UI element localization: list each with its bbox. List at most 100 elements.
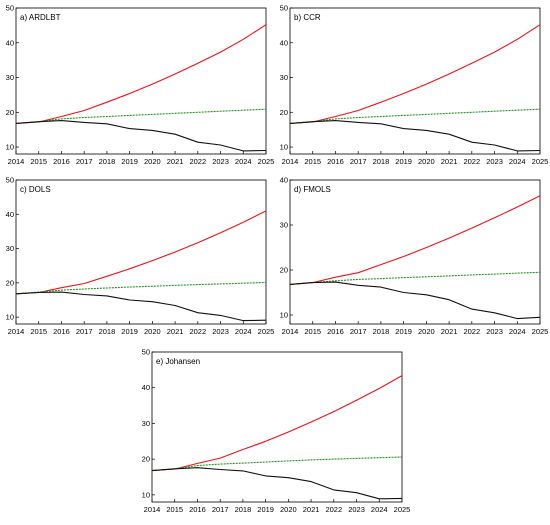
x-tick-label: 2014 [8,327,25,336]
green-forecast-line [151,456,403,472]
x-tick-label: 2017 [212,505,229,514]
x-tick-label: 2017 [76,327,93,336]
black-forecast-line [15,120,267,152]
x-tick-label: 2018 [99,327,116,336]
x-tick-label: 2015 [166,505,183,514]
y-tick-label: 40 [6,38,14,47]
x-tick-label: 2023 [486,157,503,166]
x-tick-label: 2021 [303,505,320,514]
y-tick-label: 30 [6,244,14,253]
x-tick-label: 2021 [441,157,458,166]
x-tick-label: 2022 [189,157,206,166]
y-tick-label: 30 [280,221,288,230]
panel-title-dols: c) DOLS [20,185,51,194]
y-tick-label: 20 [6,278,14,287]
x-tick-label: 2023 [486,327,503,336]
x-tick-label: 2020 [280,505,297,514]
panel-title-fmols: d) FMOLS [294,185,331,194]
y-tick-label: 20 [142,455,150,464]
x-tick-label: 2014 [144,505,161,514]
green-forecast-line [15,108,267,124]
x-tick-label: 2019 [121,157,138,166]
x-tick-label: 2016 [327,327,344,336]
y-tick-label: 20 [280,108,288,117]
y-tick-label: 30 [280,73,288,82]
x-tick-label: 2022 [463,157,480,166]
chart-panel-ardlbt: 10 20 30 40 50 2014 2015 2016 2017 2018 2019 2020 20… [6,4,275,167]
x-tick-label: 2021 [441,327,458,336]
x-tick-label: 2023 [212,327,229,336]
black-forecast-line [151,467,403,500]
red-forecast-line [15,24,267,124]
x-tick-label: 2015 [304,327,321,336]
x-tick-label: 2016 [189,505,206,514]
x-tick-label: 2017 [76,157,93,166]
x-tick-label: 2024 [235,327,252,336]
x-tick-label: 2024 [509,327,526,336]
x-tick-label: 2019 [395,327,412,336]
x-tick-label: 2025 [258,157,275,166]
red-forecast-line [289,195,541,285]
chart-panel-ccr: 10 20 30 40 50 2014 2015 2016 2017 2018 2019 2020 20… [280,4,549,167]
x-tick-label: 2023 [348,505,365,514]
x-tick-label: 2016 [327,157,344,166]
y-tick-label: 10 [6,313,14,322]
plot-frame [15,179,267,325]
x-tick-label: 2016 [53,327,70,336]
panel-title-ccr: b) CCR [294,13,321,22]
x-tick-label: 2018 [373,157,390,166]
y-tick-label: 50 [280,4,288,13]
chart-panel-dols: 10 20 30 40 50 2014 2015 2016 2017 2018 2019 2020 20… [6,176,275,337]
x-tick-label: 2018 [373,327,390,336]
x-tick-label: 2020 [144,157,161,166]
plot-frame [15,7,267,155]
y-tick-label: 40 [280,38,288,47]
x-tick-label: 2022 [463,327,480,336]
y-tick-label: 50 [6,4,14,13]
x-tick-label: 2017 [350,327,367,336]
x-tick-label: 2020 [418,327,435,336]
x-tick-label: 2019 [395,157,412,166]
x-tick-label: 2016 [53,157,70,166]
x-tick-label: 2021 [167,327,184,336]
panel-title-johansen: e) Johansen [156,357,200,366]
y-tick-label: 30 [6,73,14,82]
x-tick-label: 2025 [532,157,549,166]
x-tick-label: 2014 [282,157,299,166]
chart-panel-johansen: 10 20 30 40 50 2014 2015 2016 2017 2018 2019 2020 20… [142,348,411,515]
x-tick-label: 2021 [167,157,184,166]
y-tick-label: 40 [6,210,14,219]
chart-panel-fmols: 10 20 30 40 2014 2015 2016 2017 2018 2019 2020 2021… [280,176,549,337]
x-tick-label: 2018 [99,157,116,166]
green-forecast-line [289,108,541,124]
x-tick-label: 2014 [282,327,299,336]
x-tick-label: 2025 [258,327,275,336]
red-forecast-line [151,375,403,472]
green-forecast-line [289,271,541,285]
panel-title-ardlbt: a) ARDLBT [20,13,61,22]
y-tick-label: 20 [6,108,14,117]
x-tick-label: 2019 [121,327,138,336]
x-tick-label: 2017 [350,157,367,166]
x-tick-label: 2024 [235,157,252,166]
red-forecast-line [15,210,267,295]
y-tick-label: 10 [280,311,288,320]
plot-frame [289,7,541,155]
y-tick-label: 10 [6,143,14,152]
y-tick-label: 50 [142,348,150,357]
plot-frame [151,351,403,503]
x-tick-label: 2022 [325,505,342,514]
x-tick-label: 2024 [371,505,388,514]
black-forecast-line [289,120,541,152]
x-tick-label: 2019 [257,505,274,514]
y-tick-label: 10 [142,490,150,499]
x-tick-label: 2015 [30,327,47,336]
x-tick-label: 2025 [532,327,549,336]
plot-frame [289,179,541,325]
x-tick-label: 2020 [418,157,435,166]
x-tick-label: 2025 [394,505,411,514]
y-tick-label: 50 [6,176,14,185]
x-tick-label: 2024 [509,157,526,166]
x-tick-label: 2018 [235,505,252,514]
